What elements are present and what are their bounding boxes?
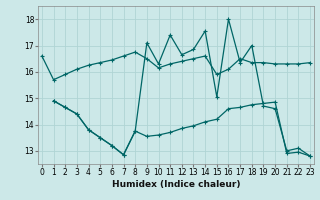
X-axis label: Humidex (Indice chaleur): Humidex (Indice chaleur) xyxy=(112,180,240,189)
